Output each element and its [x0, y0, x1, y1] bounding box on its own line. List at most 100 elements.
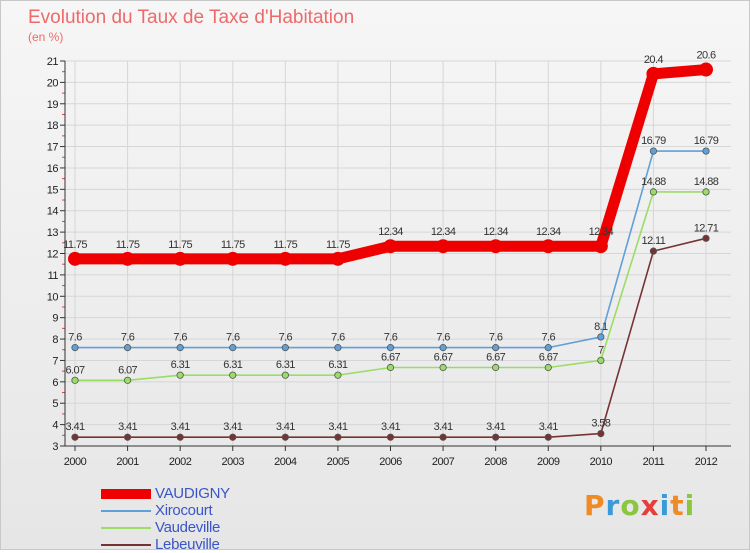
data-label: 6.67: [434, 352, 453, 364]
y-tick-label: 7: [52, 355, 58, 367]
data-point: [120, 251, 135, 266]
data-label: 14.88: [641, 176, 666, 188]
data-label: 12.11: [642, 235, 666, 247]
y-tick-label: 6: [52, 377, 58, 389]
y-tick-label: 17: [47, 142, 59, 154]
proxiti-logo: Proxiti: [584, 489, 695, 522]
data-label: 6.31: [276, 359, 295, 371]
y-tick-label: 14: [47, 206, 59, 218]
data-label: 8.1: [594, 321, 608, 333]
data-point: [71, 344, 79, 352]
data-label: 3.41: [171, 421, 190, 433]
y-tick-label: 16: [47, 163, 59, 175]
data-point: [646, 66, 661, 81]
data-point: [71, 376, 79, 384]
legend: VAUDIGNY Xirocourt Vaudeville Lebeuville: [101, 485, 230, 553]
logo-letter: x: [640, 489, 660, 522]
x-tick-label: 2008: [484, 456, 507, 468]
data-point: [544, 433, 552, 441]
data-label: 11.75: [273, 239, 297, 251]
data-point: [173, 251, 188, 266]
data-label: 3.41: [434, 421, 453, 433]
legend-item: Lebeuville: [101, 536, 230, 553]
data-point: [649, 188, 658, 196]
logo-letter: i: [684, 489, 696, 522]
data-point: [383, 239, 398, 254]
y-tick-label: 9: [52, 313, 58, 325]
data-label: 16.79: [641, 135, 666, 147]
data-label: 6.67: [486, 352, 505, 364]
legend-swatch: [101, 543, 151, 546]
data-point: [439, 363, 447, 372]
y-tick-label: 18: [47, 120, 59, 132]
x-tick-label: 2012: [695, 456, 718, 468]
data-point: [702, 188, 710, 196]
data-point: [229, 371, 237, 379]
legend-swatch: [101, 509, 151, 512]
data-point: [439, 433, 447, 441]
data-label: 11.75: [116, 239, 140, 251]
data-point: [176, 371, 184, 379]
data-label: 3.41: [223, 421, 242, 433]
axes: 3 4 5 6 7 8 9 10 11 12 13 14 15 16 17 18 19 20 21 2000 2001 2…: [47, 56, 731, 468]
x-tick-label: 2002: [169, 456, 192, 468]
x-tick-label: 2007: [432, 456, 455, 468]
data-label: 3.41: [381, 421, 400, 433]
data-label: 20.4: [644, 54, 663, 66]
data-label: 12.34: [431, 226, 456, 238]
data-point: [492, 433, 500, 441]
data-point: [699, 62, 713, 77]
data-label: 7.6: [542, 332, 556, 344]
legend-label: VAUDIGNY: [155, 485, 230, 502]
data-point: [281, 371, 289, 379]
data-label: 7.6: [384, 332, 398, 344]
data-label: 3.41: [276, 421, 295, 433]
data-label: 7.6: [489, 332, 503, 344]
legend-label: Lebeuville: [155, 536, 220, 553]
data-point: [123, 433, 132, 441]
data-label: 11.75: [221, 239, 245, 251]
x-tick-label: 2010: [590, 456, 613, 468]
y-tick-label: 15: [47, 184, 59, 196]
data-label: 6.07: [65, 364, 84, 376]
data-point: [702, 147, 710, 155]
y-tick-label: 20: [47, 77, 59, 89]
y-tick-label: 10: [47, 291, 59, 303]
legend-item: Xirocourt: [101, 502, 230, 519]
data-point: [436, 239, 451, 254]
data-point: [334, 371, 342, 379]
data-point: [229, 433, 237, 441]
y-tick-label: 21: [47, 56, 59, 68]
data-point: [541, 239, 556, 254]
data-point: [597, 429, 605, 438]
data-label: 7.6: [331, 332, 345, 344]
data-label: 12.34: [536, 226, 561, 238]
data-label: 14.88: [694, 176, 719, 188]
x-tick-label: 2009: [537, 456, 560, 468]
data-point: [334, 344, 342, 352]
data-point: [71, 433, 79, 441]
legend-label: Vaudeville: [155, 519, 221, 536]
logo-letter: P: [584, 489, 606, 522]
data-point: [229, 344, 237, 352]
y-tick-label: 4: [52, 420, 58, 432]
data-label: 3.41: [65, 421, 84, 433]
y-tick-label: 12: [47, 249, 59, 261]
data-label: 7.6: [68, 332, 82, 344]
data-point: [176, 344, 184, 352]
legend-item: VAUDIGNY: [101, 485, 230, 502]
data-point: [225, 251, 240, 266]
data-point: [386, 363, 395, 372]
data-label: 7.6: [436, 332, 450, 344]
legend-label: Xirocourt: [155, 502, 213, 519]
data-point: [281, 433, 289, 441]
data-point: [593, 239, 608, 254]
data-point: [488, 239, 503, 254]
x-tick-label: 2005: [327, 456, 350, 468]
data-label: 6.31: [171, 359, 190, 371]
y-tick-label: 3: [52, 441, 58, 453]
data-point: [281, 344, 289, 352]
x-tick-label: 2003: [222, 456, 245, 468]
data-point: [123, 344, 132, 352]
